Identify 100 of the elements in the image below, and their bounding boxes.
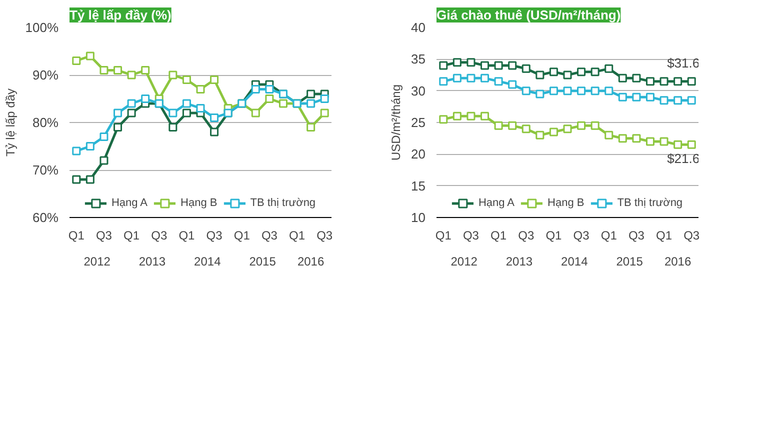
x-tick-label: Q3 [518,228,534,242]
x-tick-label: Q3 [628,228,645,242]
point [577,86,586,96]
y-tick-label: 70% [32,162,59,178]
point [210,76,219,84]
point [168,108,178,118]
x-tick-label: Q3 [261,228,278,242]
x-tick-label: Q1 [68,228,85,242]
point [306,99,316,108]
point [590,86,600,96]
y-tick-label: 90% [32,68,59,82]
point [196,104,205,112]
x-tick-label: Q1 [289,228,306,242]
y-tick-label: 20 [411,146,426,162]
text: 2014 [561,254,588,268]
point [646,92,654,102]
x-tick-label: Q1 [490,228,507,242]
text: 2013 [506,254,533,268]
point [210,114,219,122]
point [182,108,191,118]
point [439,61,448,70]
point [577,68,586,76]
y-tick-label: 10 [411,210,426,225]
y-axis-title: USD/m²/tháng [389,84,404,161]
point [494,77,503,86]
point [604,64,614,73]
text: 2015 [249,254,276,268]
point [618,74,627,82]
point [590,121,600,130]
point [604,86,614,96]
point [604,130,614,140]
y-tick-label: 80% [32,115,59,130]
point [452,112,462,120]
point [549,86,558,96]
text: 2014 [194,254,222,268]
text: 2012 [84,254,111,268]
point [466,74,476,82]
y-tick-label: 30 [411,83,426,98]
point [72,56,81,65]
point [168,70,178,80]
point [210,128,219,136]
chart-title: Giá chào thuê (USD/m²/tháng) [436,8,621,22]
point [452,74,462,82]
point [320,94,329,103]
point [646,77,654,86]
point [522,64,530,73]
point [265,94,274,103]
point [494,121,503,130]
y-tick-label: 25 [411,115,426,130]
x-tick-label: Q3 [151,228,168,242]
text: 2013 [138,254,166,268]
point [182,99,191,108]
point [563,86,572,96]
point [563,124,572,134]
point [72,175,81,184]
point [480,61,490,70]
x-tick-label: Q3 [462,228,480,242]
point [522,124,530,134]
x-tick-label: Q1 [546,228,562,242]
x-tick-label: Q3 [96,228,112,242]
point [646,137,654,146]
point [674,96,682,105]
text: 2016 [297,254,324,268]
point [536,130,544,140]
point [536,70,544,80]
point [251,85,260,94]
point [687,140,696,149]
y-tick-label: 35 [411,52,426,67]
legend-label: Hạng B [180,197,218,209]
point [480,112,490,120]
chart-title: Tỷ lệ lấp đầy (%) [70,8,172,22]
point [251,108,260,118]
y-tick-label: 100% [25,20,59,35]
x-tick-label: Q3 [573,228,590,242]
point [660,77,668,86]
point [114,123,122,132]
y-tick-label: 60% [32,210,59,225]
point [114,108,122,118]
legend-label: TB thị trường [250,197,316,209]
point [632,92,641,102]
y-tick-label: 15 [411,178,426,194]
x-tick-label: Q3 [684,228,700,242]
point [86,142,94,150]
point [618,134,627,143]
point [127,70,136,80]
point [114,66,122,74]
point [182,76,191,84]
point [632,74,641,82]
point [549,68,558,76]
x-tick-label: Q3 [206,228,223,242]
point [100,156,108,165]
point [306,123,316,132]
point [466,58,476,67]
point [278,99,288,108]
text: 2015 [616,254,644,268]
point [687,96,696,105]
point [632,134,641,143]
point [439,115,448,124]
text: 2012 [450,254,478,268]
point [536,90,544,98]
